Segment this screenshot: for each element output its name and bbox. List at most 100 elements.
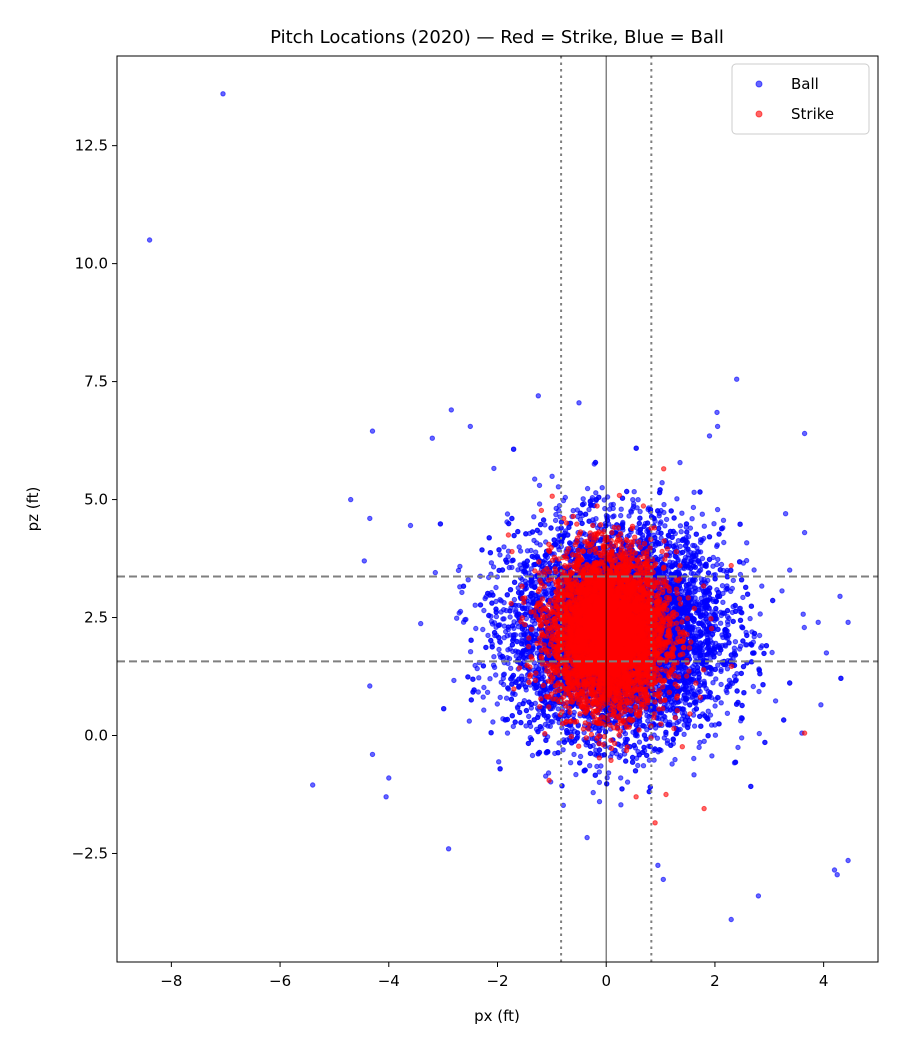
ball-point — [501, 635, 507, 641]
ball-point — [712, 703, 718, 709]
ball-point — [549, 473, 555, 479]
ball-point — [701, 678, 707, 684]
ball-point — [677, 459, 683, 466]
ball-point — [481, 607, 487, 614]
ball-point — [739, 735, 745, 741]
ball-point — [712, 732, 719, 738]
ball-point — [685, 534, 692, 540]
ball-point — [509, 564, 515, 571]
ball-point — [717, 620, 724, 626]
ball-point — [594, 763, 600, 770]
ball-point — [699, 537, 705, 543]
ball-point — [610, 514, 616, 520]
ball-point — [718, 700, 724, 706]
ball-point — [734, 671, 740, 677]
ball-point — [654, 735, 661, 741]
ball-point — [526, 713, 532, 720]
ball-point — [801, 624, 807, 631]
ball-point — [542, 522, 548, 528]
ball-point — [508, 665, 514, 671]
ball-point — [699, 511, 705, 517]
ball-point — [701, 523, 707, 529]
ball-point — [687, 525, 694, 531]
ball-point — [729, 585, 735, 592]
ball-point — [473, 625, 479, 632]
ball-point — [701, 738, 707, 744]
ball-point — [490, 719, 496, 725]
ball-point — [497, 552, 503, 558]
ball-point — [697, 739, 703, 746]
ball-point — [556, 740, 562, 746]
ball-point — [465, 577, 471, 583]
ball-point — [677, 543, 683, 550]
ball-point — [669, 761, 675, 767]
ball-point — [536, 501, 543, 507]
plot-area — [117, 56, 878, 962]
ball-point — [662, 718, 669, 724]
ball-point — [709, 753, 715, 759]
ball-point — [631, 489, 637, 495]
ball-point — [536, 482, 543, 489]
ball-point — [618, 802, 624, 808]
ball-point — [560, 747, 566, 753]
ball-point — [691, 723, 698, 729]
ball-point — [485, 632, 491, 639]
ball-point — [504, 730, 511, 736]
ball-point — [587, 763, 593, 769]
ball-point — [596, 798, 603, 805]
ball-point — [724, 710, 731, 716]
ball-point — [703, 685, 709, 692]
ball-point — [800, 611, 806, 617]
ball-point — [481, 684, 487, 691]
ball-point — [599, 485, 605, 491]
ball-point — [769, 649, 775, 656]
ball-point — [510, 723, 516, 730]
ball-point — [674, 496, 680, 502]
ball-point — [713, 676, 719, 682]
ball-point — [756, 632, 763, 639]
ball-point — [635, 762, 641, 769]
ball-point — [584, 834, 590, 841]
ball-point — [732, 639, 739, 645]
ball-point — [493, 672, 499, 678]
ball-point — [618, 512, 624, 519]
ball-point — [496, 759, 502, 765]
chart-title: Pitch Locations (2020) — Red = Strike, B… — [270, 27, 724, 48]
ball-point — [715, 662, 721, 668]
ball-point — [481, 707, 487, 713]
ball-point — [466, 718, 472, 724]
ball-point — [718, 681, 724, 688]
ball-point — [590, 789, 596, 796]
ball-point — [618, 506, 624, 512]
ball-point — [593, 490, 599, 496]
ball-point — [582, 531, 589, 538]
ball-point — [497, 694, 503, 701]
ball-point — [640, 763, 647, 769]
ball-point — [552, 517, 559, 524]
ball-point — [715, 556, 721, 563]
ball-point — [699, 555, 706, 562]
ball-point — [737, 643, 744, 649]
ball-point — [584, 485, 591, 492]
ball-point — [705, 577, 711, 584]
ball-point — [779, 588, 785, 594]
ball-point — [476, 675, 482, 681]
ball-point — [484, 689, 491, 695]
ball-point — [672, 756, 678, 763]
ball-point — [501, 544, 507, 550]
ball-point — [624, 779, 631, 785]
ball-point — [480, 626, 486, 633]
ball-point — [659, 480, 665, 486]
ball-point — [493, 613, 500, 620]
ball-point — [573, 771, 579, 778]
ball-point — [475, 689, 481, 695]
ball-point — [418, 620, 424, 627]
ball-point — [651, 757, 657, 763]
ball-point — [721, 539, 727, 546]
ball-point — [730, 577, 736, 584]
ball-point — [531, 514, 537, 520]
ball-point — [711, 521, 717, 527]
ball-point — [459, 589, 465, 596]
